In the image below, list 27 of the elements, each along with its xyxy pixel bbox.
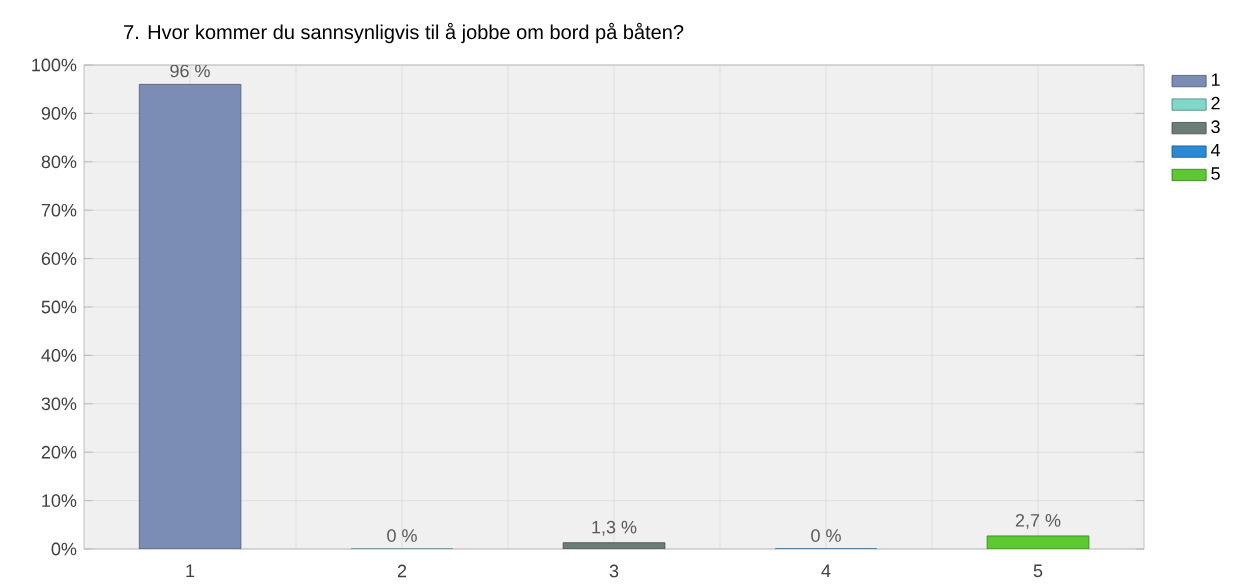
y-tick-label: 30%	[41, 397, 77, 411]
y-tick-label: 60%	[41, 252, 77, 265]
legend-label: 2	[1211, 96, 1220, 110]
x-tick-label: 1	[186, 564, 195, 577]
x-tick-label: 4	[821, 564, 831, 577]
y-tick-label: 80%	[41, 155, 77, 169]
x-tick-label: 3	[609, 564, 619, 578]
data-label: 0 %	[387, 529, 417, 542]
legend-label: 4	[1210, 143, 1221, 157]
legend-label: 5	[1211, 167, 1220, 180]
data-label: 1,3 %	[592, 520, 637, 536]
chart-title: 7. Hvor kommer du sannsynligvis til å jobbe om bord på båten?	[124, 22, 684, 44]
y-tick-label: 0%	[51, 542, 77, 556]
data-label: 0 %	[811, 529, 841, 542]
x-tick-label: 5	[1033, 564, 1043, 578]
data-label: 2,7 %	[1015, 513, 1061, 529]
x-tick-label: 2	[397, 564, 407, 578]
y-tick-label: 50%	[41, 300, 77, 314]
legend-label: 3	[1211, 120, 1220, 134]
legend-label: 1	[1211, 73, 1220, 86]
y-tick-label: 70%	[41, 203, 77, 217]
y-tick-label: 90%	[41, 107, 77, 120]
y-tick-label: 10%	[42, 494, 77, 507]
y-tick-label: 20%	[41, 445, 77, 459]
y-tick-label: 40%	[41, 349, 77, 362]
y-tick-label: 100%	[32, 58, 77, 72]
data-label: 96 %	[170, 64, 210, 78]
